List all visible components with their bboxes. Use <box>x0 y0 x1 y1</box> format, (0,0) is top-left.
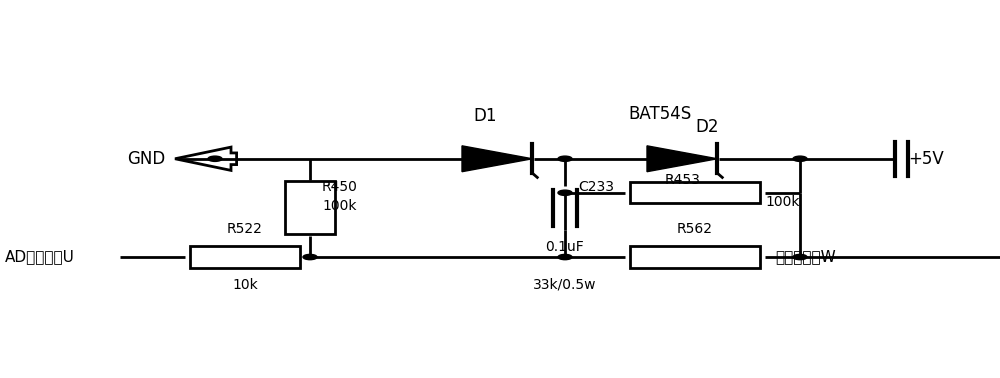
Text: 0.1uF: 0.1uF <box>546 240 584 254</box>
Text: AD采样通道U: AD采样通道U <box>5 249 75 265</box>
Bar <box>630 182 760 203</box>
Circle shape <box>303 254 317 260</box>
Text: 33k/0.5w: 33k/0.5w <box>533 278 597 292</box>
Text: 100k: 100k <box>765 195 800 209</box>
Text: 100k: 100k <box>322 199 356 213</box>
Text: R562: R562 <box>677 222 713 236</box>
Bar <box>630 246 760 268</box>
Polygon shape <box>647 146 717 172</box>
Text: D2: D2 <box>695 118 718 136</box>
Polygon shape <box>462 146 532 172</box>
Text: +5V: +5V <box>908 150 944 168</box>
Text: R522: R522 <box>227 222 263 236</box>
Text: GND: GND <box>127 150 165 168</box>
Text: R450: R450 <box>322 180 358 194</box>
Circle shape <box>558 156 572 161</box>
Text: C233: C233 <box>578 180 614 194</box>
Circle shape <box>208 156 222 161</box>
Text: D1: D1 <box>473 107 497 125</box>
Circle shape <box>558 190 572 195</box>
Circle shape <box>793 254 807 260</box>
Circle shape <box>793 156 807 161</box>
Text: R453: R453 <box>665 173 701 187</box>
Text: 开关量输入W: 开关量输入W <box>775 249 836 265</box>
Text: BAT54S: BAT54S <box>628 105 692 123</box>
Text: 10k: 10k <box>232 278 258 292</box>
Bar <box>190 246 300 268</box>
Circle shape <box>558 254 572 260</box>
Bar <box>285 181 335 234</box>
